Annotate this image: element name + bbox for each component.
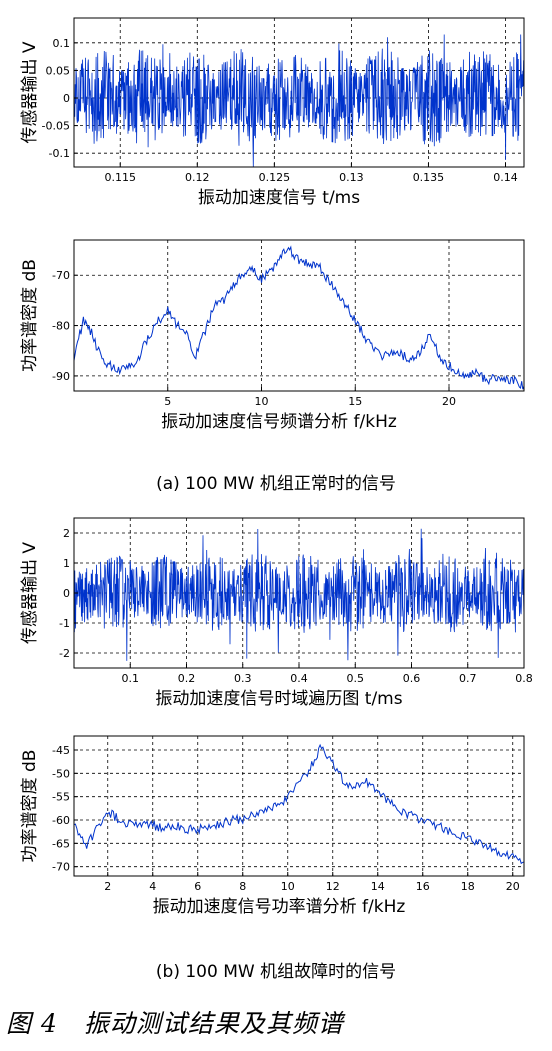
figure-number: 图 4	[6, 1009, 58, 1038]
y-tick-label: -1	[59, 617, 70, 630]
y-tick-label: -2	[59, 647, 70, 660]
y-tick-label: 2	[63, 527, 70, 540]
plot-frame	[73, 239, 525, 392]
x-tick-label: 0.12	[185, 171, 210, 184]
y-tick-label: -65	[52, 837, 70, 850]
series-line	[73, 245, 525, 390]
x-tick-label: 0.115	[104, 171, 136, 184]
plot-frame	[73, 17, 525, 168]
x-tick-label: 14	[371, 880, 385, 893]
x-tick-label: 8	[239, 880, 246, 893]
x-axis-label: 振动加速度信号时域遍历图 t/ms	[155, 689, 402, 709]
x-tick-label: 0.7	[459, 672, 477, 685]
y-axis-label: 传感器输出 V	[20, 542, 40, 644]
x-tick-label: 15	[348, 395, 362, 408]
series-line	[73, 528, 525, 661]
y-tick-label: -90	[52, 370, 70, 383]
y-tick-label: -70	[52, 861, 70, 874]
chart-p2: 5 10 15 20 -70 -80 -90 振动加速度信号频谱分析 f/kHz 功率谱密度 d…	[20, 239, 525, 432]
chart-p4: 2 4 6 8 10 12 14 16 18 20 -45 -50 -55 -60 -65 -70 振动加速度信…	[20, 735, 525, 917]
x-tick-label: 0.125	[259, 171, 291, 184]
x-tick-label: 10	[255, 395, 269, 408]
chart-p1: 0.115 0.12 0.125 0.13 0.135 0.14 0.1 0.05 0 -0.05…	[20, 17, 525, 208]
y-tick-label: -45	[52, 744, 70, 757]
y-tick-label: 0	[63, 587, 70, 600]
y-tick-label: -60	[52, 814, 70, 827]
x-axis-label: 振动加速度信号 t/ms	[198, 188, 360, 208]
plot-frame	[73, 735, 525, 877]
x-tick-label: 18	[461, 880, 475, 893]
y-tick-label: -70	[52, 269, 70, 282]
caption-a: (a) 100 MW 机组正常时的信号	[156, 474, 396, 494]
x-tick-label: 4	[149, 880, 156, 893]
series-line	[73, 743, 525, 865]
series-line	[73, 34, 525, 168]
x-axis-label: 振动加速度信号频谱分析 f/kHz	[161, 412, 397, 432]
y-tick-label: 0.05	[46, 64, 71, 77]
x-tick-label: 0.13	[339, 171, 364, 184]
y-tick-label: 1	[63, 557, 70, 570]
y-tick-label: 0.1	[53, 37, 71, 50]
y-tick-label: -80	[52, 320, 70, 333]
y-tick-label: 0	[63, 92, 70, 105]
x-tick-label: 0.6	[403, 672, 421, 685]
x-tick-label: 6	[194, 880, 201, 893]
y-tick-label: -50	[52, 767, 70, 780]
x-tick-label: 0.14	[493, 171, 518, 184]
x-tick-label: 20	[442, 395, 456, 408]
x-tick-label: 0.5	[347, 672, 365, 685]
x-tick-label: 0.2	[178, 672, 196, 685]
y-axis-label: 传感器输出 V	[20, 41, 40, 143]
y-axis-label: 功率谱密度 dB	[20, 259, 40, 372]
y-axis-label: 功率谱密度 dB	[20, 750, 40, 863]
y-tick-label: -55	[52, 791, 70, 804]
x-tick-label: 0.4	[290, 672, 308, 685]
x-tick-label: 0.8	[515, 672, 533, 685]
x-axis-label: 振动加速度信号功率谱分析 f/kHz	[153, 897, 406, 917]
x-tick-label: 5	[164, 395, 171, 408]
x-tick-label: 16	[416, 880, 430, 893]
x-tick-label: 0.3	[234, 672, 252, 685]
figure-title: 图 4 振动测试结果及其频谱	[6, 1004, 344, 1040]
x-tick-label: 10	[281, 880, 295, 893]
x-tick-label: 0.1	[122, 672, 140, 685]
x-tick-label: 20	[506, 880, 520, 893]
x-tick-label: 2	[104, 880, 111, 893]
figure-caption: 振动测试结果及其频谱	[83, 1009, 344, 1038]
x-tick-label: 0.135	[413, 171, 445, 184]
chart-p3: 0.1 0.2 0.3 0.4 0.5 0.6 0.7 0.8 2 1 0 -1 -2 振动加速度信号时域…	[20, 517, 533, 709]
y-tick-label: -0.1	[49, 147, 70, 160]
caption-b: (b) 100 MW 机组故障时的信号	[155, 962, 397, 982]
x-tick-label: 12	[326, 880, 340, 893]
y-tick-label: -0.05	[42, 120, 70, 133]
